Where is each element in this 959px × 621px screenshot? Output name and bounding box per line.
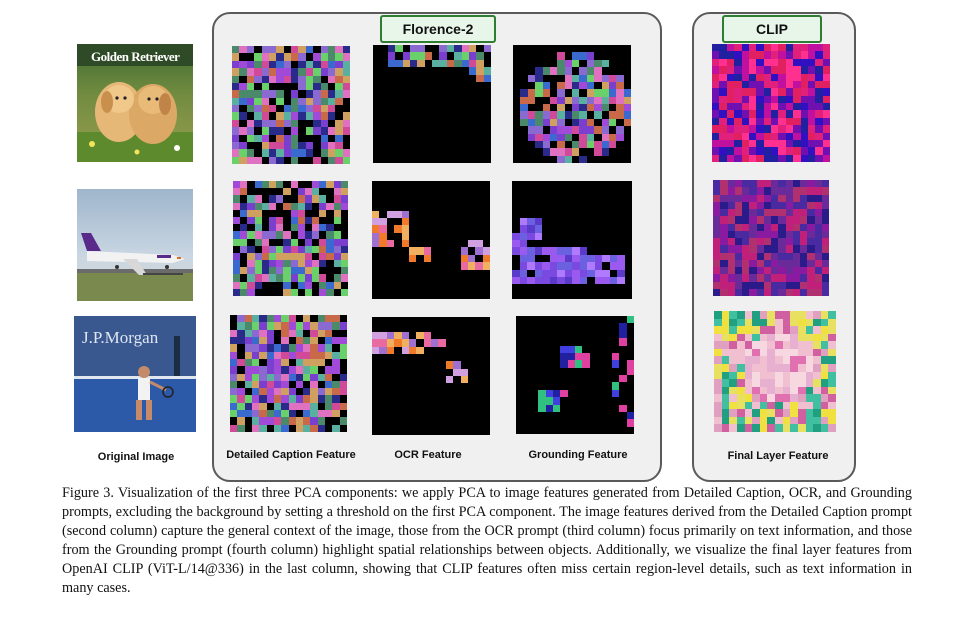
- ocr-feature-map-airplane: [372, 181, 490, 299]
- clip-final-layer-feature-map-puppies: [712, 44, 830, 162]
- detailed-caption-feature-map-airplane: [233, 181, 348, 296]
- final-layer-feature-label: Final Layer Feature: [727, 450, 829, 462]
- clip-final-layer-feature-map-airplane: [713, 180, 829, 296]
- florence-2-label: Florence-2: [380, 15, 496, 43]
- detailed-caption-feature-map-tennis: [230, 315, 347, 432]
- ocr-feature-map-puppies: [373, 45, 491, 163]
- grounding-feature-map-tennis: [516, 316, 634, 434]
- puppies-image: Golden Retriever: [77, 44, 193, 162]
- ocr-feature-map-tennis: [372, 317, 490, 435]
- clip-label: CLIP: [722, 15, 822, 43]
- puppies-title-text: Golden Retriever: [91, 49, 180, 64]
- clip-final-layer-feature-map-tennis: [714, 311, 836, 432]
- original-image-label: Original Image: [97, 451, 175, 463]
- grounding-feature-map-puppies: [513, 45, 631, 163]
- grounding-feature-map-airplane: [512, 181, 632, 299]
- figure-caption: Figure 3. Visualization of the first thr…: [62, 485, 912, 596]
- detailed-caption-feature-label: Detailed Caption Feature: [226, 449, 356, 461]
- ocr-feature-label: OCR Feature: [394, 449, 462, 461]
- grounding-feature-label: Grounding Feature: [528, 449, 628, 461]
- tennis-banner-text: J.P.Morgan: [82, 328, 159, 347]
- detailed-caption-feature-map-puppies: [232, 46, 350, 164]
- airplane-image: [77, 189, 193, 301]
- tennis-image: J.P.Morgan: [74, 316, 196, 432]
